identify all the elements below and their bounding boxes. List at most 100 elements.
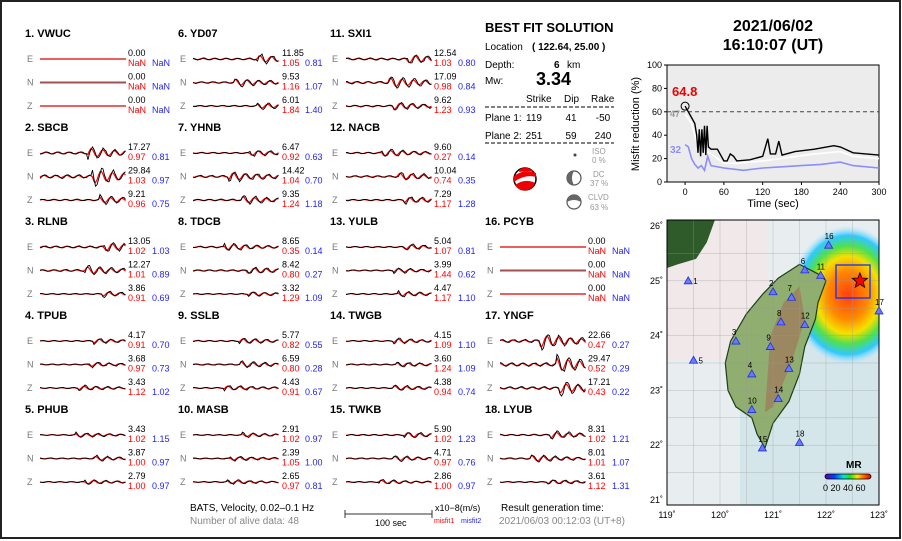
- epicenter-star-icon: [851, 271, 869, 289]
- observed-waveform: [192, 456, 279, 462]
- observed-waveform: [192, 78, 279, 88]
- amplitude: 3.43: [128, 424, 146, 434]
- station-id: 6: [801, 257, 806, 266]
- amplitude: 6.01: [282, 95, 300, 105]
- misfit2: 0.27: [305, 270, 323, 280]
- dc-label: DC: [593, 170, 605, 179]
- misfit2: 1.03: [152, 246, 170, 256]
- misfit2: 1.40: [305, 105, 323, 115]
- x-tick-label: 60: [719, 187, 729, 197]
- mainland-coast: [667, 220, 715, 268]
- amplitude: 4.43: [282, 377, 300, 387]
- misfit1: 1.02: [128, 246, 146, 256]
- header-rake: Rake: [591, 94, 615, 105]
- observed-waveform: [192, 360, 279, 369]
- misfit1: 1.04: [282, 176, 300, 186]
- misfit1: 1.12: [588, 481, 606, 491]
- observed-waveform: [192, 195, 279, 206]
- misfit1: 0.97: [128, 364, 146, 374]
- misfit2: 1.02: [152, 387, 170, 397]
- component-label: E: [180, 148, 186, 158]
- station-triangle-icon: [800, 265, 810, 274]
- component-label: Z: [27, 477, 33, 487]
- synthetic-waveform: [39, 147, 126, 158]
- amplitude: 7.29: [434, 189, 452, 199]
- misfit1: NaN: [128, 82, 146, 92]
- station-id: 13: [785, 355, 794, 364]
- misfit2: 0.97: [305, 434, 323, 444]
- station-title: 11. SXI1: [330, 28, 372, 40]
- component-label: N: [27, 266, 34, 276]
- observed-waveform: [345, 54, 432, 64]
- misfit2: 0.35: [458, 176, 476, 186]
- chart-subtitle: 16:10:07 (UT): [723, 37, 823, 54]
- component-label: Z: [487, 289, 493, 299]
- misfit1: 0.47: [588, 340, 606, 350]
- misfit1: 0.94: [434, 387, 452, 397]
- amplitude: 4.47: [434, 283, 452, 293]
- station-triangle-icon: [683, 275, 693, 285]
- station-title: 7. YHNB: [178, 122, 221, 134]
- synthetic-waveform: [499, 335, 586, 348]
- component-label: Z: [180, 101, 186, 111]
- observed-waveform: [192, 102, 279, 110]
- misfit2: 0.81: [152, 152, 170, 162]
- misfit1: 1.00: [128, 458, 146, 468]
- misfit2: 0.27: [612, 340, 630, 350]
- amplitude: 9.21: [128, 189, 146, 199]
- misfit2: 1.21: [612, 434, 630, 444]
- station-title: 17. YNGF: [485, 310, 534, 322]
- component-label: N: [487, 360, 494, 370]
- component-label: E: [332, 336, 338, 346]
- amplitude: 2.86: [434, 471, 452, 481]
- amplitude: 5.90: [434, 424, 452, 434]
- misfit1: 0.82: [282, 340, 300, 350]
- lon-tick-label: 119˚: [658, 510, 675, 520]
- clvd-icon: [566, 194, 582, 210]
- observed-waveform: [192, 479, 279, 485]
- component-label: Z: [332, 289, 338, 299]
- x-tick-label: 0: [683, 187, 688, 197]
- misfit1: NaN: [588, 270, 606, 280]
- misfit2: 0.29: [612, 364, 630, 374]
- plane2-rake: 240: [595, 131, 612, 142]
- misfit1: 0.80: [282, 270, 300, 280]
- observed-waveform: [345, 479, 432, 485]
- observed-waveform: [345, 101, 432, 111]
- observed-waveform: [192, 431, 279, 439]
- solution-panel: BEST FIT SOLUTION Location ( 122.64, 25.…: [485, 20, 615, 212]
- amplitude: 0.00: [128, 72, 146, 82]
- station-triangle-icon: [768, 286, 778, 296]
- station-title: 6. YD07: [178, 28, 218, 40]
- misfit2: 0.80: [458, 58, 476, 68]
- misfit1-legend: misfit1: [434, 518, 454, 525]
- amplitude: 9.60: [434, 142, 452, 152]
- station-id: 3: [732, 328, 737, 337]
- observed-waveform: [345, 384, 432, 391]
- depth-value: 6: [554, 60, 560, 71]
- misfit2: 1.09: [305, 293, 323, 303]
- station-title: 4. TPUB: [25, 310, 67, 322]
- misfit2: 0.76: [458, 458, 476, 468]
- component-label: E: [332, 54, 338, 64]
- component-label: N: [180, 172, 187, 182]
- station-id: 17: [875, 298, 884, 307]
- component-label: E: [27, 336, 33, 346]
- component-label: Z: [332, 101, 338, 111]
- component-label: N: [180, 266, 187, 276]
- generation-time: 2021/06/03 00:12:03 (UT+8): [499, 516, 625, 527]
- observed-waveform: [39, 454, 126, 462]
- misfit1: 1.16: [282, 82, 300, 92]
- amplitude: 5.77: [282, 330, 300, 340]
- misfit2: 0.81: [305, 58, 323, 68]
- plane1-strike: 119: [526, 113, 542, 124]
- misfit1: 0.92: [282, 152, 300, 162]
- amplitude: 3.99: [434, 260, 452, 270]
- misfit2: 0.70: [152, 340, 170, 350]
- component-label: Z: [27, 289, 33, 299]
- label-gray: 47: [670, 109, 680, 119]
- y-tick-label: 60: [652, 107, 662, 117]
- station-title: 8. TDCB: [178, 216, 221, 228]
